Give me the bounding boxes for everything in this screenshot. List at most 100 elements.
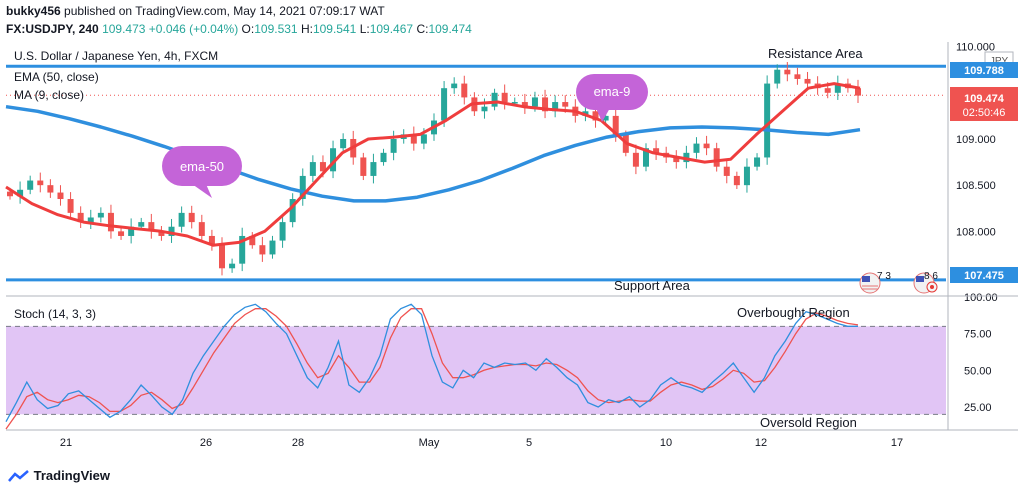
us-flag-icon[interactable]	[859, 272, 881, 294]
candle[interactable]	[774, 69, 781, 84]
candle[interactable]	[481, 106, 488, 112]
time-tick-label: 12	[755, 437, 767, 449]
candle[interactable]	[198, 222, 205, 236]
candle[interactable]	[542, 97, 549, 112]
candle[interactable]	[118, 231, 125, 236]
candle[interactable]	[673, 157, 680, 163]
candle[interactable]	[309, 162, 316, 176]
candle[interactable]	[67, 199, 74, 213]
candle[interactable]	[612, 115, 619, 135]
candle[interactable]	[330, 148, 337, 172]
candle[interactable]	[743, 166, 750, 186]
ema-legend[interactable]: EMA (50, close)	[14, 70, 99, 84]
candle[interactable]	[784, 69, 791, 75]
tradingview-logo[interactable]: TradingView	[8, 468, 110, 484]
candle[interactable]	[17, 189, 24, 197]
candle[interactable]	[562, 102, 569, 107]
ma9-line[interactable]	[5, 82, 861, 247]
candle[interactable]	[138, 222, 145, 227]
candle[interactable]	[855, 88, 861, 96]
candle[interactable]	[158, 231, 165, 236]
resistance-price: 109.788	[964, 65, 1004, 77]
candle[interactable]	[461, 83, 468, 98]
candle[interactable]	[592, 111, 599, 121]
publish-line: bukky456 published on TradingView.com, M…	[6, 4, 385, 18]
stoch-tick-label: 100.00	[964, 292, 998, 304]
candle[interactable]	[289, 199, 296, 223]
last-price: 109.473	[102, 22, 146, 36]
candle[interactable]	[47, 185, 54, 193]
candle[interactable]	[552, 102, 559, 112]
high-label: H:	[300, 22, 313, 36]
candle[interactable]	[380, 152, 387, 163]
currency-label: JPY	[990, 56, 1009, 67]
candle[interactable]	[511, 102, 518, 104]
candle[interactable]	[229, 263, 236, 269]
candle[interactable]	[219, 245, 225, 269]
candle[interactable]	[7, 191, 13, 197]
candle[interactable]	[531, 97, 538, 107]
candle[interactable]	[804, 78, 811, 84]
candle[interactable]	[420, 134, 427, 144]
candle[interactable]	[128, 226, 135, 236]
candle[interactable]	[703, 143, 710, 149]
candle[interactable]	[733, 175, 740, 186]
candle[interactable]	[87, 217, 94, 223]
candle[interactable]	[410, 134, 417, 144]
candle[interactable]	[148, 222, 155, 232]
resistance-price-tag: 109.788	[950, 62, 1018, 78]
stoch-d-line[interactable]	[5, 308, 859, 430]
candle[interactable]	[653, 148, 660, 153]
candle[interactable]	[279, 222, 286, 241]
candle[interactable]	[693, 143, 700, 153]
candle[interactable]	[632, 152, 639, 167]
ma-legend[interactable]: MA (9, close)	[14, 88, 84, 102]
candle[interactable]	[834, 83, 841, 93]
candle[interactable]	[299, 175, 306, 200]
candle[interactable]	[269, 240, 276, 255]
candle[interactable]	[340, 138, 347, 149]
candle[interactable]	[501, 92, 508, 103]
candle[interactable]	[491, 92, 498, 107]
candle[interactable]	[360, 157, 367, 176]
candle[interactable]	[178, 212, 185, 227]
candle[interactable]	[764, 83, 771, 158]
candle[interactable]	[824, 88, 831, 93]
candle[interactable]	[107, 212, 114, 232]
candle[interactable]	[168, 226, 175, 236]
stoch-k-line[interactable]	[5, 303, 858, 423]
open-label: O:	[241, 22, 255, 36]
candle[interactable]	[713, 148, 720, 167]
candle[interactable]	[794, 74, 801, 79]
ema50-line[interactable]	[5, 104, 861, 203]
candle[interactable]	[259, 245, 266, 255]
candle[interactable]	[451, 83, 458, 89]
support-price: 107.475	[964, 270, 1004, 282]
candle[interactable]	[390, 138, 397, 153]
candle[interactable]	[643, 148, 649, 167]
publisher-name[interactable]: bukky456	[6, 4, 61, 18]
candle[interactable]	[441, 88, 448, 121]
candle[interactable]	[37, 180, 44, 186]
candle[interactable]	[602, 115, 609, 121]
price-change: +0.046 (+0.04%)	[148, 22, 239, 36]
jp-us-flag-icon[interactable]	[913, 272, 938, 294]
candle[interactable]	[723, 166, 730, 176]
candle[interactable]	[27, 180, 34, 190]
ohlc-line: FX:USDJPY, 240 109.473 +0.046 (+0.04%) O…	[6, 22, 472, 36]
candle[interactable]	[57, 192, 64, 200]
candle[interactable]	[249, 235, 256, 246]
candle[interactable]	[319, 162, 326, 172]
candle[interactable]	[77, 212, 84, 223]
price-tick-label: 109.000	[956, 134, 996, 146]
candle[interactable]	[754, 157, 761, 167]
candle[interactable]	[521, 102, 528, 107]
candle[interactable]	[370, 162, 377, 176]
candle[interactable]	[208, 235, 215, 246]
candle[interactable]	[239, 235, 246, 264]
stoch-legend[interactable]: Stoch (14, 3, 3)	[14, 307, 96, 321]
candle[interactable]	[97, 212, 104, 218]
price-tick-label: 108.500	[956, 180, 996, 192]
candle[interactable]	[188, 212, 195, 223]
